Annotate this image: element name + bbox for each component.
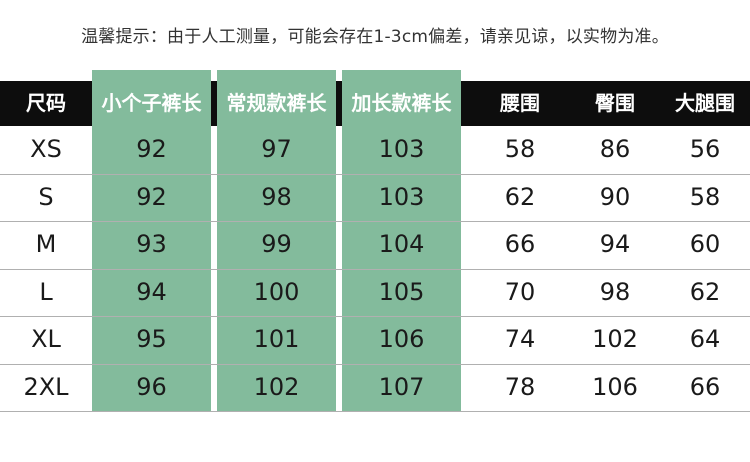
cell-long-length: 106 — [378, 325, 425, 353]
header-size: 尺码 — [26, 91, 66, 115]
cell-hip: 86 — [599, 135, 631, 163]
cell-short-length: 95 — [136, 325, 167, 353]
cell-short-length: 96 — [136, 373, 167, 401]
cell-thigh: 58 — [689, 183, 721, 211]
cell-waist: 58 — [504, 135, 536, 163]
cell-size: XS — [30, 135, 62, 163]
highlight-column-long-length — [342, 70, 461, 412]
cell-long-length: 103 — [378, 183, 425, 211]
cell-thigh: 60 — [689, 230, 721, 258]
cell-short-length: 92 — [136, 135, 167, 163]
cell-regular-length: 99 — [261, 230, 292, 258]
highlight-column-regular-length — [217, 70, 336, 412]
row-divider — [0, 411, 750, 412]
cell-regular-length: 101 — [253, 325, 300, 353]
cell-size: M — [35, 230, 57, 258]
cell-short-length: 93 — [136, 230, 167, 258]
cell-size: XL — [31, 325, 61, 353]
cell-size: 2XL — [23, 373, 69, 401]
row-divider — [0, 316, 750, 317]
cell-regular-length: 97 — [261, 135, 292, 163]
row-divider — [0, 221, 750, 222]
cell-size: S — [38, 183, 54, 211]
cell-hip: 98 — [599, 278, 631, 306]
cell-regular-length: 98 — [261, 183, 292, 211]
cell-waist: 74 — [504, 325, 536, 353]
cell-waist: 66 — [504, 230, 536, 258]
cell-thigh: 64 — [689, 325, 721, 353]
cell-hip: 106 — [592, 373, 638, 401]
cell-waist: 78 — [504, 373, 536, 401]
row-divider — [0, 269, 750, 270]
cell-long-length: 104 — [378, 230, 425, 258]
cell-long-length: 103 — [378, 135, 425, 163]
cell-thigh: 56 — [689, 135, 721, 163]
cell-thigh: 66 — [689, 373, 721, 401]
cell-size: L — [39, 278, 53, 306]
header-regular-length: 常规款裤长 — [226, 91, 327, 115]
cell-regular-length: 100 — [253, 278, 300, 306]
row-divider — [0, 174, 750, 175]
cell-hip: 102 — [592, 325, 638, 353]
cell-short-length: 92 — [136, 183, 167, 211]
highlight-column-short-length — [92, 70, 211, 412]
cell-hip: 90 — [599, 183, 631, 211]
cell-long-length: 107 — [378, 373, 425, 401]
cell-hip: 94 — [599, 230, 631, 258]
cell-waist: 70 — [504, 278, 536, 306]
header-short-length: 小个子裤长 — [101, 91, 202, 115]
cell-waist: 62 — [504, 183, 536, 211]
measurement-note: 温馨提示：由于人工测量，可能会存在1-3cm偏差，请亲见谅，以实物为准。 — [81, 27, 669, 47]
header-thigh: 大腿围 — [675, 91, 735, 115]
cell-long-length: 105 — [378, 278, 425, 306]
row-divider — [0, 364, 750, 365]
header-long-length: 加长款裤长 — [351, 91, 452, 115]
header-hip: 臀围 — [595, 91, 635, 115]
header-waist: 腰围 — [500, 91, 540, 115]
cell-thigh: 62 — [689, 278, 721, 306]
cell-regular-length: 102 — [253, 373, 300, 401]
cell-short-length: 94 — [136, 278, 167, 306]
